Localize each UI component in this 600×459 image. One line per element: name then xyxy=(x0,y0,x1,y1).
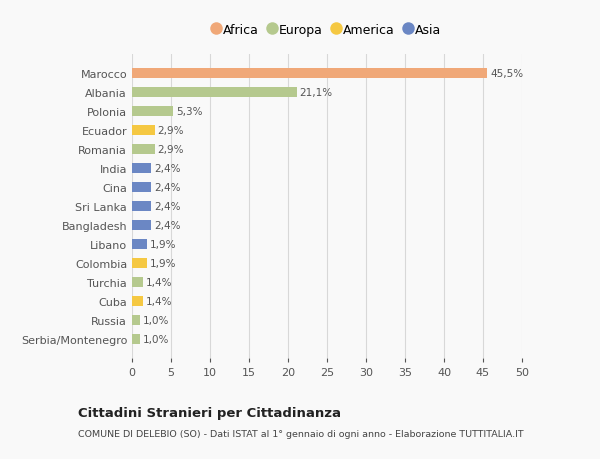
Text: 2,9%: 2,9% xyxy=(158,145,184,155)
Text: 45,5%: 45,5% xyxy=(490,69,523,79)
Text: 21,1%: 21,1% xyxy=(300,88,333,98)
Bar xyxy=(132,202,151,212)
Bar xyxy=(132,334,140,344)
Bar xyxy=(132,277,143,287)
Text: 2,9%: 2,9% xyxy=(158,126,184,136)
Bar xyxy=(132,106,173,117)
Bar xyxy=(132,315,140,325)
Bar xyxy=(132,69,487,79)
Bar xyxy=(132,126,155,136)
Bar xyxy=(132,182,151,193)
Text: 2,4%: 2,4% xyxy=(154,183,181,193)
Text: 1,0%: 1,0% xyxy=(143,334,169,344)
Text: 1,9%: 1,9% xyxy=(150,240,176,249)
Bar xyxy=(132,88,296,98)
Bar xyxy=(132,258,147,269)
Bar xyxy=(132,145,155,155)
Legend: Africa, Europa, America, Asia: Africa, Europa, America, Asia xyxy=(208,19,446,42)
Text: COMUNE DI DELEBIO (SO) - Dati ISTAT al 1° gennaio di ogni anno - Elaborazione TU: COMUNE DI DELEBIO (SO) - Dati ISTAT al 1… xyxy=(78,429,524,438)
Bar xyxy=(132,296,143,307)
Bar xyxy=(132,220,151,231)
Text: 2,4%: 2,4% xyxy=(154,164,181,174)
Text: 1,4%: 1,4% xyxy=(146,277,173,287)
Text: 1,9%: 1,9% xyxy=(150,258,176,269)
Bar xyxy=(132,163,151,174)
Bar xyxy=(132,239,147,250)
Text: 1,4%: 1,4% xyxy=(146,296,173,306)
Text: 1,0%: 1,0% xyxy=(143,315,169,325)
Text: Cittadini Stranieri per Cittadinanza: Cittadini Stranieri per Cittadinanza xyxy=(78,406,341,419)
Text: 2,4%: 2,4% xyxy=(154,220,181,230)
Text: 5,3%: 5,3% xyxy=(176,107,203,117)
Text: 2,4%: 2,4% xyxy=(154,202,181,212)
